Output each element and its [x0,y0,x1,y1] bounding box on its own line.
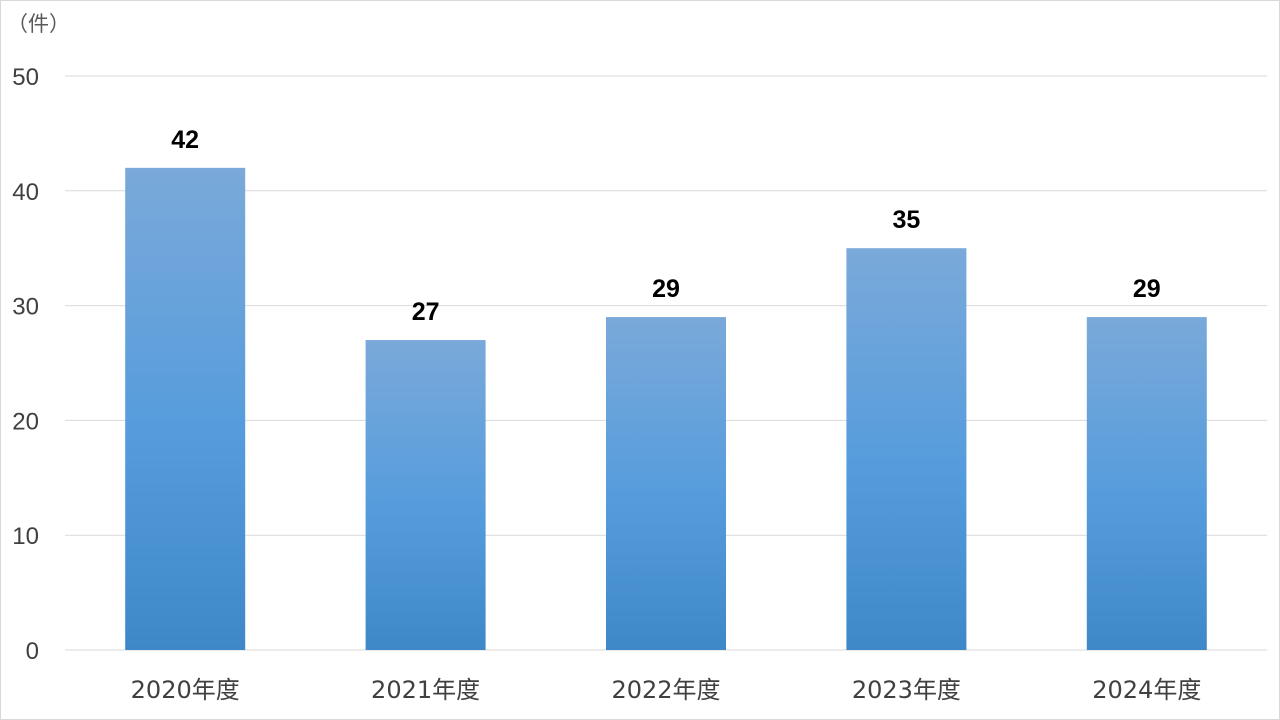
data-label: 42 [171,126,199,154]
bar [125,167,246,650]
y-axis-ticks: 0 10 20 30 40 50 [12,64,39,665]
data-label: 29 [652,275,680,303]
y-axis-unit-label: （件） [7,13,70,36]
y-tick-label: 0 [26,638,39,665]
y-tick-label: 10 [12,523,39,550]
data-label: 35 [892,206,920,234]
x-category-label: 2022年度 [611,676,720,704]
bar [365,340,486,650]
x-category-label: 2021年度 [371,676,480,704]
y-tick-label: 40 [12,179,39,206]
bar [606,317,726,650]
data-label: 27 [412,298,440,326]
x-category-label: 2023年度 [852,676,961,704]
y-tick-label: 50 [12,64,39,91]
data-labels: 42 27 29 35 29 [171,126,1160,326]
x-category-label: 2020年度 [131,676,240,704]
bars [125,167,1207,650]
y-tick-label: 30 [12,294,39,321]
bar [846,248,967,650]
bar [1086,317,1207,650]
data-label: 29 [1133,275,1161,303]
y-tick-label: 20 [12,408,39,435]
x-axis-categories: 2020年度 2021年度 2022年度 2023年度 2024年度 [131,676,1202,704]
x-category-label: 2024年度 [1092,676,1201,704]
